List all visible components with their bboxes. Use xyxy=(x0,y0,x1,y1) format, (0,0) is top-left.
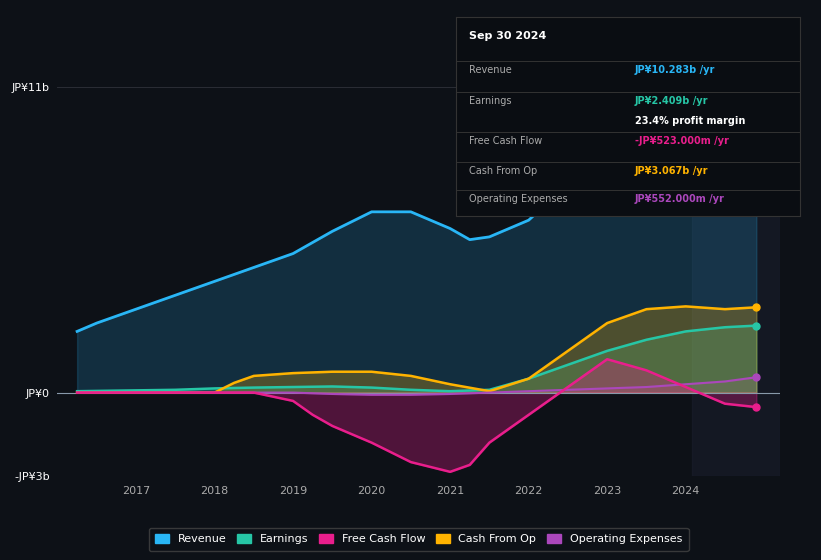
Text: 23.4% profit margin: 23.4% profit margin xyxy=(635,116,745,126)
Text: Revenue: Revenue xyxy=(470,64,512,74)
Text: JP¥552.000m /yr: JP¥552.000m /yr xyxy=(635,194,725,204)
Text: Cash From Op: Cash From Op xyxy=(470,166,538,176)
Text: -JP¥523.000m /yr: -JP¥523.000m /yr xyxy=(635,136,729,146)
Text: Free Cash Flow: Free Cash Flow xyxy=(470,136,543,146)
Text: JP¥2.409b /yr: JP¥2.409b /yr xyxy=(635,96,709,106)
Bar xyxy=(692,73,780,476)
Legend: Revenue, Earnings, Free Cash Flow, Cash From Op, Operating Expenses: Revenue, Earnings, Free Cash Flow, Cash … xyxy=(149,528,689,551)
Text: Earnings: Earnings xyxy=(470,96,512,106)
Text: JP¥3.067b /yr: JP¥3.067b /yr xyxy=(635,166,709,176)
Text: Sep 30 2024: Sep 30 2024 xyxy=(470,31,547,41)
Text: Operating Expenses: Operating Expenses xyxy=(470,194,568,204)
Text: JP¥10.283b /yr: JP¥10.283b /yr xyxy=(635,64,715,74)
